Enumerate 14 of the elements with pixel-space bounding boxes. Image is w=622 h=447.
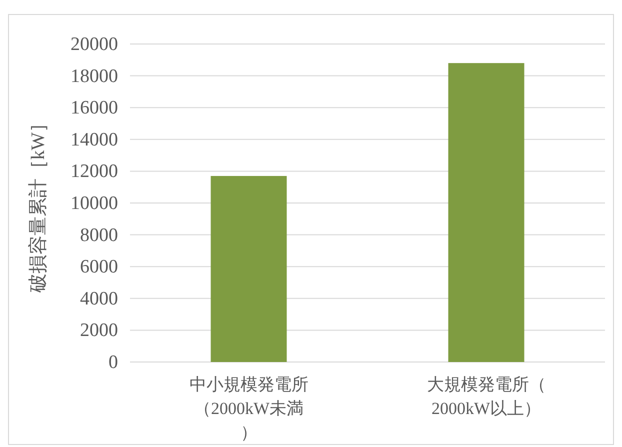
y-tick-label: 6000: [80, 256, 118, 278]
y-tick-label: 4000: [80, 288, 118, 310]
y-tick-label: 14000: [70, 129, 118, 150]
y-tick-label: 2000: [80, 320, 118, 342]
y-tick-label: 12000: [70, 161, 118, 182]
x-tick-label: 大規模発電所（2000kW以上）: [426, 375, 546, 418]
y-tick-label: 20000: [70, 34, 118, 55]
y-tick-label: 8000: [80, 224, 118, 246]
y-tick-label: 16000: [70, 98, 118, 119]
y-tick-label: 10000: [70, 193, 118, 214]
y-axis-title: 破損容量累計［kW］: [27, 113, 49, 294]
y-tick-label: 0: [108, 352, 118, 373]
x-tick-label: 中小規模発電所（2000kW未満）: [189, 375, 308, 442]
y-tick-label: 18000: [70, 66, 118, 87]
